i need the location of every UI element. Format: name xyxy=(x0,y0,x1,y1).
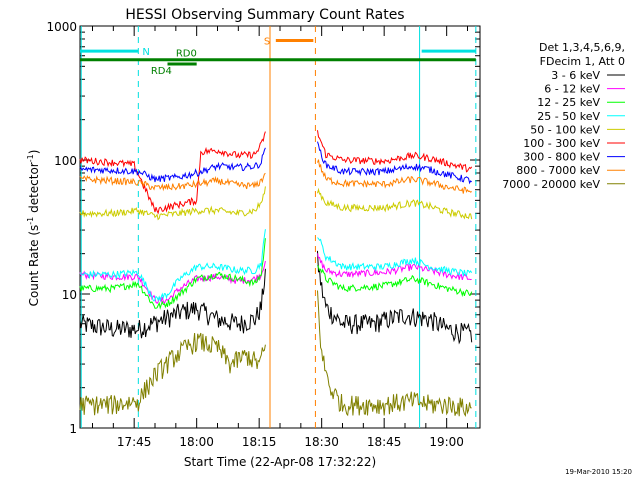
legend-entry-label: 800 - 7000 keV xyxy=(516,164,600,177)
y-tick-label: 10 xyxy=(62,288,77,302)
legend-entry-label: 300 - 800 keV xyxy=(523,151,600,164)
legend-entry-label: 100 - 300 keV xyxy=(523,137,600,150)
legend-entry-label: 50 - 100 keV xyxy=(530,123,600,136)
legend: Det 1,3,4,5,6,9,FDecim 1, Att 03 - 6 keV… xyxy=(502,41,625,191)
y-tick-label: 1 xyxy=(69,422,77,436)
x-tick-label: 17:45 xyxy=(117,435,152,449)
series-line xyxy=(317,187,473,220)
x-tick-label: 18:15 xyxy=(242,435,277,449)
legend-entry-label: 3 - 6 keV xyxy=(551,69,600,82)
flag-label: S xyxy=(264,36,270,47)
series-line xyxy=(79,147,266,183)
series-line xyxy=(317,141,472,185)
legend-entry-label: 6 - 12 keV xyxy=(544,83,600,96)
y-tick-label: 100 xyxy=(54,154,77,168)
series-line xyxy=(317,290,472,418)
series-line xyxy=(79,332,266,416)
legend-entry-label: 25 - 50 keV xyxy=(537,110,600,123)
plot-area: 1 10 100 1000 17:45 18:00 18:15 18:30 18:45 19:00… xyxy=(46,20,481,449)
legend-header: Det 1,3,4,5,6,9, xyxy=(539,41,625,54)
x-axis-label: Start Time (22-Apr-08 17:32:22) xyxy=(184,455,376,469)
series-line xyxy=(317,250,473,345)
series-line xyxy=(79,229,266,303)
series-line xyxy=(317,130,473,173)
y-axis-label-sup2: -1 xyxy=(26,154,35,162)
y-axis-label-mid: detector xyxy=(27,162,41,217)
series-line xyxy=(79,172,266,192)
series-line xyxy=(79,186,266,221)
flag-label: N xyxy=(142,47,149,58)
flag-label: RD0 xyxy=(176,49,197,60)
y-axis-label-end: ) xyxy=(27,150,41,155)
series-line xyxy=(79,268,266,339)
chart-title: HESSI Observing Summary Count Rates xyxy=(125,7,404,23)
legend-entry-label: 7000 - 20000 keV xyxy=(502,178,600,191)
y-tick-label: 1000 xyxy=(46,20,77,34)
y-axis-label-sup1: -1 xyxy=(26,217,35,225)
series-line xyxy=(79,131,266,215)
y-axis-label: Count Rate (s-1 detector-1) xyxy=(26,150,41,307)
legend-header: FDecim 1, Att 0 xyxy=(540,55,625,68)
x-tick-label: 18:00 xyxy=(179,435,214,449)
x-tick-label: 18:30 xyxy=(304,435,339,449)
flag-label: RD4 xyxy=(151,66,172,77)
y-axis-label-base: Count Rate (s xyxy=(27,225,41,307)
series-line xyxy=(317,253,472,281)
footer-timestamp: 19-Mar-2010 15:20 xyxy=(565,468,632,476)
legend-entry-label: 12 - 25 keV xyxy=(537,96,600,109)
series-line xyxy=(317,264,473,298)
series-line xyxy=(79,238,266,310)
series-line xyxy=(317,237,473,277)
x-tick-label: 18:45 xyxy=(367,435,402,449)
series-line xyxy=(317,159,472,194)
x-tick-label: 19:00 xyxy=(429,435,464,449)
